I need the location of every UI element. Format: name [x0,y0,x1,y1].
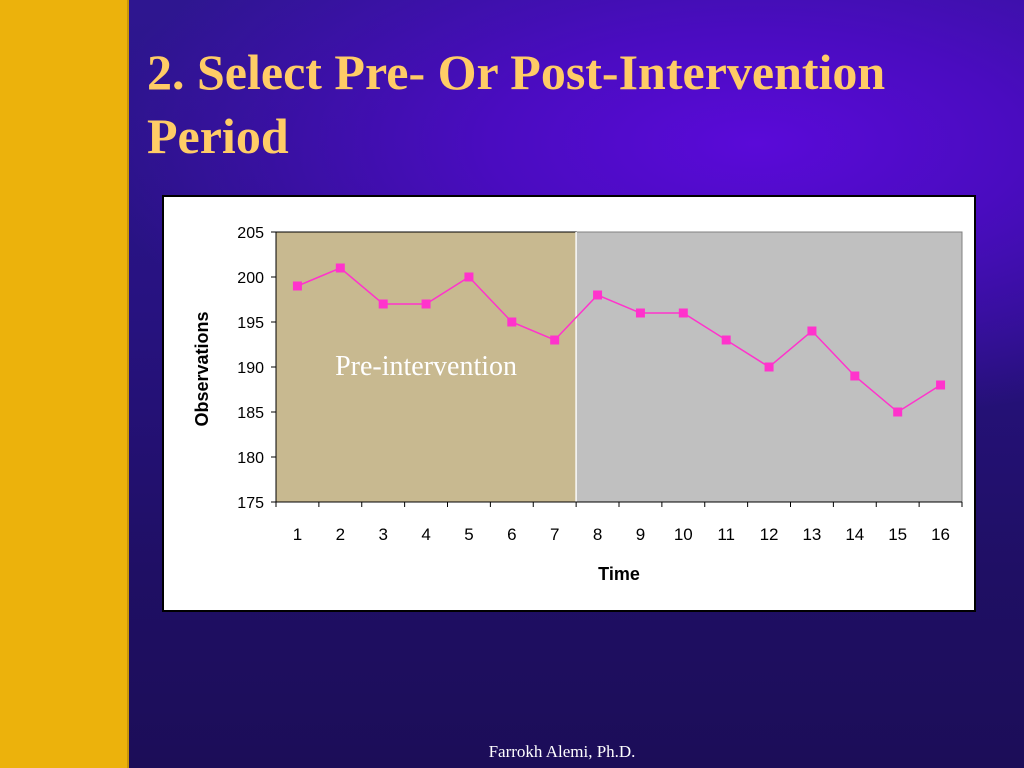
region-label: Pre-intervention [335,351,517,382]
chart-panel: Pre-intervention 175 180 185 190 195 200 205 1 2 3… [162,195,976,612]
x-tick-label: 7 [550,525,559,544]
data-point-marker [378,299,388,309]
data-point-marker [421,299,431,309]
y-axis-title: Observations [192,311,212,426]
data-point-marker [507,317,517,327]
x-tick-label: 3 [378,525,387,544]
data-point-marker [807,326,817,336]
slide-title-line-1: 2. Select Pre- Or Post-Intervention [147,44,886,100]
left-accent-bar [0,0,129,768]
x-tick-label: 10 [674,525,693,544]
x-tick-label: 6 [507,525,516,544]
y-tick-label: 200 [237,270,264,287]
x-tick-label: 14 [845,525,864,544]
x-tick-label: 13 [802,525,821,544]
data-point-marker [550,335,560,345]
x-tick-label: 16 [931,525,950,544]
data-point-marker [850,371,860,381]
y-tick-label: 185 [237,405,264,422]
footer-author: Farrokh Alemi, Ph.D. [488,742,636,761]
x-tick-label: 9 [636,525,645,544]
data-point-marker [335,263,345,273]
data-point-marker [721,335,731,345]
data-point-marker [635,308,645,318]
data-point-marker [893,407,903,417]
x-tick-label: 4 [421,525,430,544]
x-axis-title: Time [598,564,640,584]
y-tick-label: 180 [237,450,264,467]
x-tick-label: 12 [760,525,779,544]
slide-title: 2. Select Pre- Or Post-Intervention Peri… [147,40,1007,168]
x-tick-label: 8 [593,525,602,544]
y-tick-label: 195 [237,315,264,332]
y-tick-label: 190 [237,360,264,377]
data-point-marker [464,272,474,282]
y-tick-label: 205 [237,225,264,242]
data-point-marker [936,380,946,390]
x-tick-label: 2 [336,525,345,544]
x-tick-label: 5 [464,525,473,544]
data-point-marker [764,362,774,372]
slide-title-line-2: Period [147,108,289,164]
x-tick-label: 15 [888,525,907,544]
data-point-marker [593,290,603,300]
y-tick-label: 175 [237,495,264,512]
series-line [297,267,941,413]
x-tick-label: 1 [293,525,302,544]
data-point-marker [678,308,688,318]
x-tick-label: 11 [717,525,735,544]
data-point-marker [292,281,302,291]
